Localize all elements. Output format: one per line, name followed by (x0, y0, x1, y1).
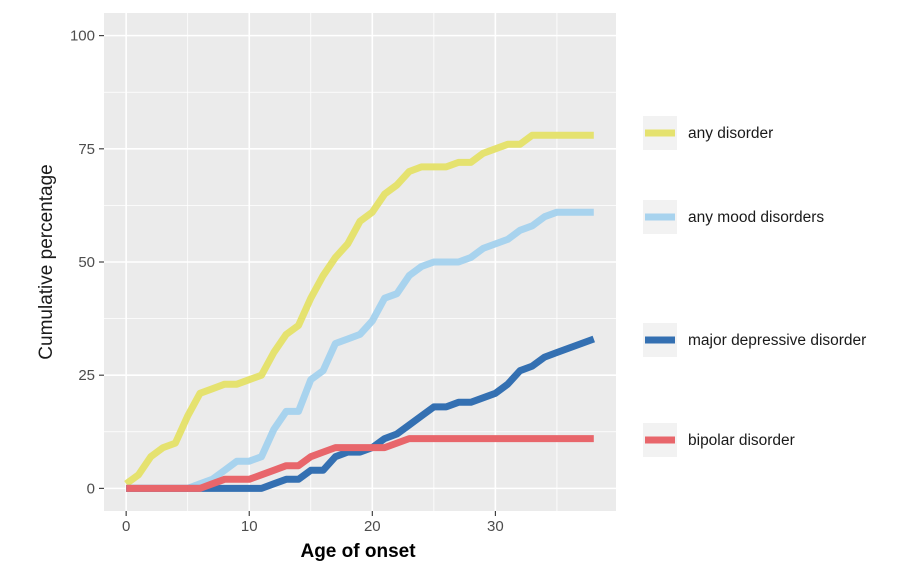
x-tick-label: 20 (364, 518, 381, 535)
series-line-bipolar-disorder (126, 435, 594, 492)
x-axis-title: Age of onset (300, 541, 416, 562)
series-line-any-mood-disorders (126, 208, 594, 492)
y-tick-label: 0 (87, 480, 95, 497)
legend-label: any mood disorders (688, 209, 824, 226)
y-axis-title: Cumulative percentage (36, 164, 57, 359)
y-tick-label: 75 (78, 141, 95, 158)
x-axis-ticks: 0 10 20 30 (122, 511, 504, 535)
y-axis-ticks: 0 25 50 75 100 (70, 28, 104, 497)
legend: any disorder any mood disorders major depr… (643, 116, 866, 457)
x-tick-label: 10 (241, 518, 258, 535)
series-lines (124, 131, 596, 492)
y-tick-label: 25 (78, 367, 95, 384)
series-line-any-disorder (124, 131, 594, 487)
legend-label: bipolar disorder (688, 432, 795, 449)
legend-label: any disorder (688, 125, 773, 142)
x-tick-label: 30 (487, 518, 504, 535)
grid-major (104, 13, 616, 511)
y-tick-label: 50 (78, 254, 95, 271)
y-tick-label: 100 (70, 28, 95, 45)
legend-label: major depressive disorder (688, 332, 866, 349)
x-tick-label: 0 (122, 518, 130, 535)
